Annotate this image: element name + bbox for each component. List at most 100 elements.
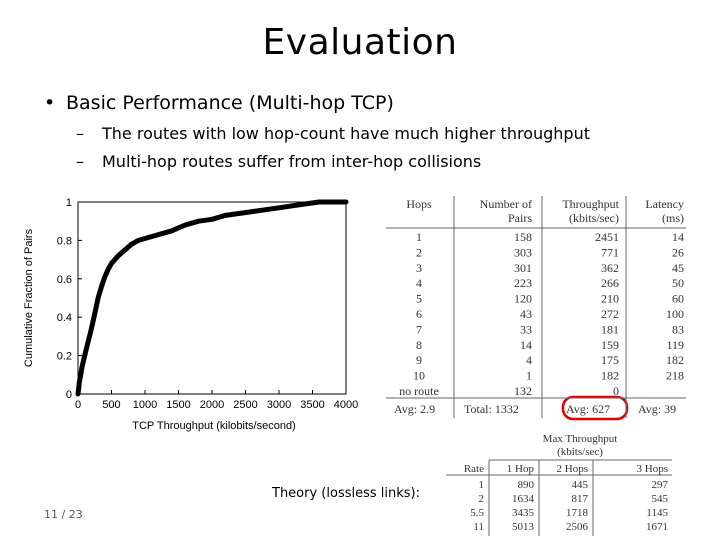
x-axis-label: TCP Throughput (kilobits/second) — [132, 420, 295, 432]
x-tick-label: 3000 — [267, 399, 291, 411]
hop-table-cell: 7 — [416, 322, 422, 336]
theory-table-cell: 1718 — [566, 507, 589, 519]
hop-table-cell: 1 — [416, 230, 422, 244]
hop-table-cell: 33 — [520, 322, 532, 336]
hop-table-cell: 2451 — [595, 230, 619, 244]
hop-table-cell: 9 — [416, 353, 422, 367]
sub-bullet-dash: – — [76, 124, 84, 143]
theory-table-cell: 297 — [652, 479, 669, 491]
y-tick-label: 0.4 — [57, 312, 72, 324]
x-tick-label: 2000 — [200, 399, 224, 411]
hop-table-cell: 6 — [416, 307, 422, 321]
theory-table-header: 3 Hops — [637, 463, 668, 475]
x-tick-label: 2500 — [233, 399, 257, 411]
hop-table-cell: 14 — [672, 230, 684, 244]
cdf-series-line — [75, 199, 349, 397]
page-number: 11 / 23 — [44, 508, 83, 521]
chart-axes — [77, 201, 347, 395]
hop-table-header: Hops — [406, 197, 432, 211]
sub-bullet-1-text: The routes with low hop-count have much … — [102, 124, 590, 143]
theory-table-cell: 5.5 — [470, 507, 484, 519]
hop-table-cell: 182 — [601, 369, 619, 383]
hop-table-cell: 266 — [601, 276, 619, 290]
hop-table-cell: 5 — [416, 292, 422, 306]
main-bullet-text: Basic Performance (Multi-hop TCP) — [66, 92, 394, 114]
hop-table-header: Throughput — [562, 197, 619, 211]
hop-table-cell: 4 — [416, 276, 422, 290]
theory-table-cells: Rate 1 Hop 2 Hops 3 Hops 1 890 445 297 2 1634 817 5… — [464, 463, 669, 533]
plot-frame — [77, 201, 347, 395]
theory-table-header: 1 Hop — [507, 463, 535, 475]
hop-table-footer: Avg: 39 — [638, 402, 676, 416]
y-axis-label: Cumulative Fraction of Pairs — [23, 228, 35, 367]
x-tick-label: 4000 — [334, 399, 358, 411]
hop-table-header: Pairs — [508, 211, 532, 225]
hop-table-cell: 120 — [514, 292, 532, 306]
sub-bullet-1: – The routes with low hop-count have much… — [76, 124, 590, 143]
hop-table-cell: 119 — [666, 338, 684, 352]
x-tick-label: 500 — [102, 399, 120, 411]
hop-table-cell: 771 — [601, 245, 619, 259]
hop-table-cell: 159 — [601, 338, 619, 352]
hop-table-cell: 50 — [672, 276, 684, 290]
hop-table-cell: 2 — [416, 245, 422, 259]
hop-table-cell: 158 — [514, 230, 532, 244]
throughput-cdf-chart: 0 500 1000 1500 2000 2500 3000 3500 4000 0 0.2 0.4 0… — [23, 197, 358, 432]
theory-table-cell: 5013 — [512, 521, 535, 533]
y-tick-label: 0 — [66, 389, 72, 401]
hop-table-cell: 223 — [514, 276, 532, 290]
theory-table-header: Rate — [464, 463, 484, 475]
hop-table-cell: 1 — [526, 369, 532, 383]
theory-table-cell: 11 — [473, 521, 484, 533]
hop-table-cell: 10 — [413, 369, 425, 383]
hop-table-header: (ms) — [662, 211, 684, 225]
sub-bullet-dash: – — [76, 152, 84, 171]
hop-table-header: Latency — [645, 197, 684, 211]
y-tick-label: 0.2 — [57, 351, 72, 363]
theory-table-cell: 545 — [652, 493, 669, 505]
hop-table-cell: 8 — [416, 338, 422, 352]
hop-table-cell: 43 — [520, 307, 532, 321]
theory-table-cell: 2 — [479, 493, 485, 505]
hop-table-cell: 303 — [514, 245, 532, 259]
hop-table-cell: 218 — [666, 369, 684, 383]
theory-table-cell: 445 — [572, 479, 589, 491]
hop-table-footer: Total: 1332 — [464, 402, 519, 416]
theory-table-cell: 1145 — [646, 507, 668, 519]
hop-table-cell: 272 — [601, 307, 619, 321]
theory-table-cell: 2506 — [566, 521, 589, 533]
hop-table-footer: Avg: 627 — [566, 402, 610, 416]
hop-table-cell: 210 — [601, 292, 619, 306]
theory-table: Max Throughput (kbits/sec) Rate 1 Hop 2 Ho… — [446, 433, 672, 536]
hop-table-header: (kbits/sec) — [569, 211, 619, 225]
sub-bullet-2: – Multi-hop routes suffer from inter-hop … — [76, 152, 481, 171]
hop-table-cell: 60 — [672, 292, 684, 306]
bullet-dot: • — [44, 92, 56, 114]
hop-table-cell: 14 — [520, 338, 532, 352]
hop-table-cell: 4 — [526, 353, 532, 367]
x-tick-label: 0 — [75, 399, 81, 411]
y-tick-label: 0.6 — [57, 274, 72, 286]
hop-table-footer: Avg: 2.9 — [394, 402, 435, 416]
theory-group-header-1: Max Throughput — [543, 433, 618, 445]
x-tick-label: 3500 — [300, 399, 324, 411]
hop-table-cell: 182 — [666, 353, 684, 367]
hop-table-cell: 181 — [601, 322, 619, 336]
theory-table-cell: 890 — [518, 479, 535, 491]
theory-table-cell: 1671 — [646, 521, 668, 533]
sub-bullet-2-text: Multi-hop routes suffer from inter-hop c… — [102, 152, 482, 171]
y-tick-label: 1 — [66, 197, 72, 209]
hop-table-cell: 100 — [666, 307, 684, 321]
hop-table-cell: 175 — [601, 353, 619, 367]
theory-table-cell: 3435 — [512, 507, 535, 519]
theory-table-cell: 1 — [479, 479, 485, 491]
x-tick-label: 1500 — [166, 399, 190, 411]
theory-table-cell: 1634 — [512, 493, 535, 505]
hop-table-cell: 0 — [613, 384, 619, 398]
slide-title: Evaluation — [262, 22, 458, 63]
avg-throughput-highlight — [561, 395, 629, 421]
theory-group-header-2: (kbits/sec) — [557, 446, 603, 458]
hop-table-cell: 3 — [416, 261, 422, 275]
